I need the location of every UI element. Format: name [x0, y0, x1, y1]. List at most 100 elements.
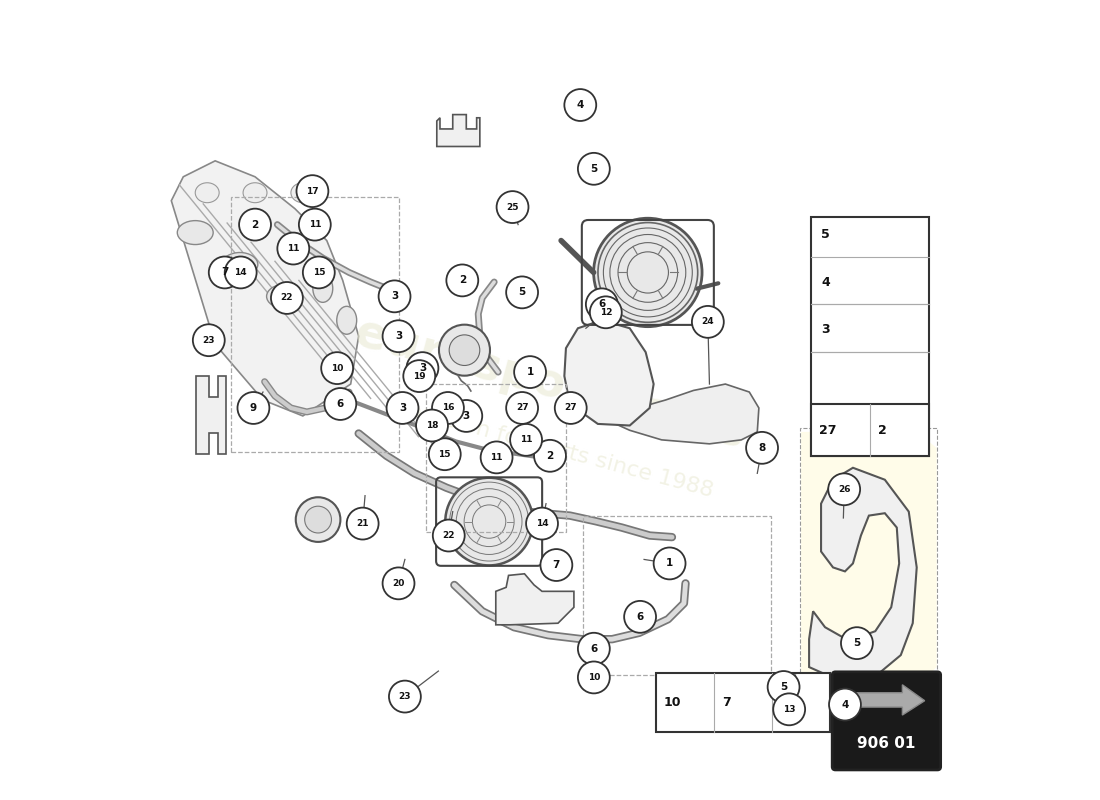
Text: 6: 6 — [337, 399, 344, 409]
Polygon shape — [172, 161, 359, 416]
Circle shape — [209, 257, 241, 288]
Circle shape — [277, 233, 309, 265]
Circle shape — [590, 296, 621, 328]
Text: 15: 15 — [439, 450, 451, 458]
Circle shape — [439, 325, 490, 376]
Text: 2: 2 — [459, 275, 466, 286]
Text: 1: 1 — [527, 367, 534, 377]
Circle shape — [506, 277, 538, 308]
Text: 6: 6 — [598, 299, 605, 310]
Text: 22: 22 — [280, 294, 294, 302]
Text: 13: 13 — [783, 705, 795, 714]
Text: 4: 4 — [576, 100, 584, 110]
Circle shape — [578, 153, 609, 185]
Text: 24: 24 — [702, 318, 714, 326]
Text: 16: 16 — [442, 403, 454, 413]
Ellipse shape — [266, 285, 302, 308]
Circle shape — [535, 440, 565, 472]
Polygon shape — [801, 432, 937, 687]
Circle shape — [302, 257, 334, 288]
Text: 5: 5 — [821, 228, 829, 241]
Circle shape — [526, 508, 558, 539]
Text: 10: 10 — [331, 364, 343, 373]
Circle shape — [416, 410, 448, 442]
Circle shape — [746, 432, 778, 464]
Text: 11: 11 — [491, 453, 503, 462]
Circle shape — [449, 335, 480, 366]
Circle shape — [324, 388, 356, 420]
Text: 27: 27 — [516, 403, 528, 413]
Circle shape — [540, 549, 572, 581]
Text: 23: 23 — [398, 692, 411, 701]
Text: 3: 3 — [395, 331, 403, 342]
Circle shape — [383, 320, 415, 352]
Circle shape — [578, 633, 609, 665]
Circle shape — [305, 506, 331, 533]
Text: 3: 3 — [419, 363, 426, 373]
Text: 6: 6 — [780, 696, 789, 709]
Text: 27: 27 — [564, 403, 578, 413]
Polygon shape — [437, 114, 480, 146]
Text: 6: 6 — [591, 644, 597, 654]
Text: 4: 4 — [821, 275, 829, 289]
Text: 11: 11 — [287, 244, 299, 253]
Circle shape — [446, 478, 534, 566]
Circle shape — [768, 671, 800, 703]
Text: 21: 21 — [356, 519, 369, 528]
Circle shape — [496, 191, 528, 223]
Ellipse shape — [243, 182, 267, 202]
Circle shape — [321, 352, 353, 384]
Circle shape — [432, 392, 464, 424]
Text: 6: 6 — [637, 612, 644, 622]
Text: 3: 3 — [463, 411, 470, 421]
Text: 10: 10 — [587, 673, 600, 682]
Text: 23: 23 — [202, 336, 215, 345]
Circle shape — [624, 601, 656, 633]
Circle shape — [383, 567, 415, 599]
Text: 14: 14 — [536, 519, 548, 528]
Text: 5: 5 — [854, 638, 860, 648]
Polygon shape — [597, 384, 759, 444]
Text: 14: 14 — [234, 268, 248, 277]
Circle shape — [773, 694, 805, 726]
Text: 1: 1 — [666, 558, 673, 569]
Circle shape — [554, 392, 586, 424]
Circle shape — [578, 662, 609, 694]
Text: 2: 2 — [252, 220, 258, 230]
Ellipse shape — [290, 182, 315, 202]
Circle shape — [224, 257, 256, 288]
Text: 7: 7 — [552, 560, 560, 570]
Text: 12: 12 — [600, 308, 612, 317]
Ellipse shape — [312, 274, 333, 302]
Circle shape — [239, 209, 271, 241]
Circle shape — [296, 498, 340, 542]
Circle shape — [481, 442, 513, 474]
Circle shape — [510, 424, 542, 456]
Text: 4: 4 — [842, 699, 849, 710]
Text: 19: 19 — [412, 371, 426, 381]
Circle shape — [271, 282, 303, 314]
Circle shape — [404, 360, 436, 392]
Text: eurosportparts: eurosportparts — [350, 310, 750, 458]
Text: 2: 2 — [547, 451, 553, 461]
Text: a passion for parts since 1988: a passion for parts since 1988 — [385, 394, 715, 501]
Text: 27: 27 — [820, 424, 837, 437]
Circle shape — [432, 519, 464, 551]
Ellipse shape — [222, 253, 257, 277]
Text: 5: 5 — [591, 164, 597, 174]
Text: 3: 3 — [399, 403, 406, 413]
Polygon shape — [848, 685, 925, 715]
Polygon shape — [196, 376, 227, 454]
Text: 5: 5 — [780, 682, 788, 692]
Text: 7: 7 — [221, 267, 229, 278]
Text: 26: 26 — [838, 485, 850, 494]
FancyBboxPatch shape — [656, 673, 829, 733]
Text: 22: 22 — [442, 531, 455, 540]
Circle shape — [594, 218, 702, 326]
Text: 9: 9 — [250, 403, 257, 413]
Circle shape — [407, 352, 439, 384]
Text: 7: 7 — [722, 696, 730, 709]
Circle shape — [238, 392, 270, 424]
Circle shape — [429, 438, 461, 470]
Circle shape — [653, 547, 685, 579]
